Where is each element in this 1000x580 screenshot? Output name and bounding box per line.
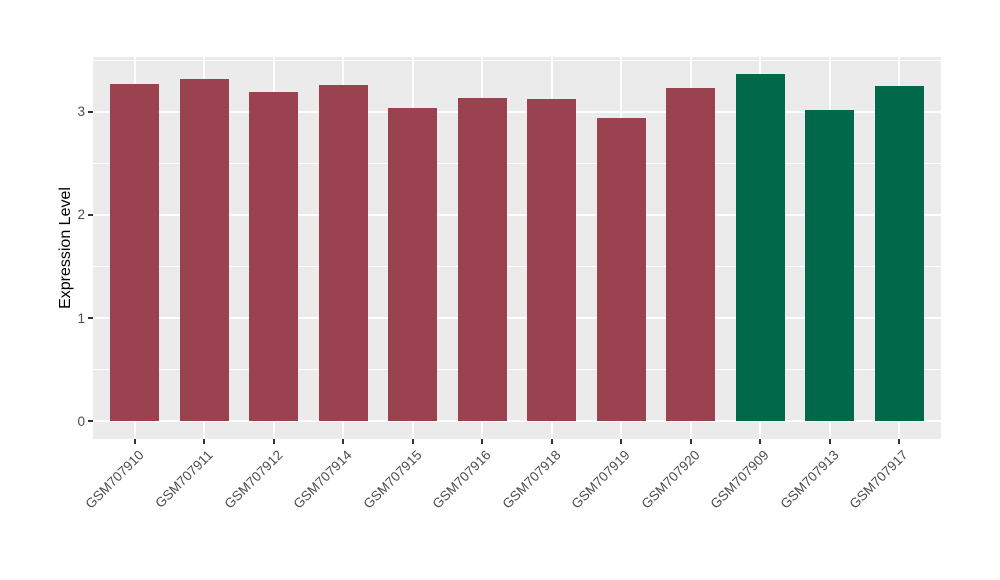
bar-GSM707913 bbox=[805, 109, 855, 422]
gridline-major bbox=[93, 317, 941, 320]
gridline-minor bbox=[93, 369, 941, 371]
bar-GSM707911 bbox=[179, 78, 229, 422]
gridline-major bbox=[93, 420, 941, 423]
y-axis-title: Expression Level bbox=[57, 187, 74, 309]
x-axis-tick bbox=[550, 439, 553, 444]
x-axis-tick bbox=[342, 439, 345, 444]
bar-GSM707920 bbox=[666, 87, 716, 422]
x-tick-label: GSM707911 bbox=[152, 447, 217, 511]
gridline-minor bbox=[93, 59, 941, 61]
bar-GSM707919 bbox=[596, 117, 646, 422]
x-tick-label: GSM707909 bbox=[707, 447, 773, 512]
x-axis-tick bbox=[898, 439, 901, 444]
x-axis-tick bbox=[828, 439, 831, 444]
x-axis-tick bbox=[272, 439, 275, 444]
gridline-minor bbox=[93, 162, 941, 164]
x-tick-label: GSM707914 bbox=[290, 447, 356, 512]
bar-GSM707918 bbox=[527, 99, 577, 422]
bar-GSM707917 bbox=[874, 85, 924, 422]
x-axis-tick bbox=[689, 439, 692, 444]
gridline-minor bbox=[93, 266, 941, 268]
x-tick-label: GSM707915 bbox=[360, 447, 425, 512]
bar-GSM707910 bbox=[110, 83, 160, 422]
x-tick-label: GSM707917 bbox=[846, 447, 912, 512]
y-axis-tick bbox=[88, 317, 93, 320]
x-axis-tick bbox=[411, 439, 414, 444]
x-axis-tick bbox=[759, 439, 762, 444]
x-axis-tick bbox=[481, 439, 484, 444]
y-tick-label: 0 bbox=[77, 413, 85, 429]
x-axis-tick bbox=[203, 439, 206, 444]
gridline-major bbox=[93, 213, 941, 216]
x-tick-label: GSM707913 bbox=[777, 447, 842, 512]
y-axis-tick bbox=[88, 213, 93, 216]
y-tick-label: 2 bbox=[77, 207, 85, 223]
gridline-major bbox=[93, 110, 941, 113]
x-axis-tick bbox=[133, 439, 136, 444]
y-tick-label: 3 bbox=[77, 104, 85, 120]
bar-GSM707914 bbox=[318, 84, 368, 422]
bar-GSM707912 bbox=[249, 92, 299, 422]
x-tick-label: GSM707910 bbox=[82, 447, 147, 512]
y-axis-tick bbox=[88, 110, 93, 113]
x-tick-label: GSM707919 bbox=[568, 447, 634, 512]
y-axis-tick bbox=[88, 420, 93, 423]
x-tick-label: GSM707920 bbox=[638, 447, 703, 512]
bar-GSM707916 bbox=[457, 98, 507, 422]
bar-GSM707915 bbox=[388, 107, 438, 422]
x-tick-label: GSM707912 bbox=[221, 447, 286, 512]
x-tick-label: GSM707918 bbox=[499, 447, 564, 512]
bar-GSM707909 bbox=[735, 73, 785, 422]
plot-panel bbox=[93, 57, 941, 439]
y-tick-label: 1 bbox=[77, 310, 85, 326]
x-axis-tick bbox=[620, 439, 623, 444]
x-tick-label: GSM707916 bbox=[429, 447, 495, 512]
